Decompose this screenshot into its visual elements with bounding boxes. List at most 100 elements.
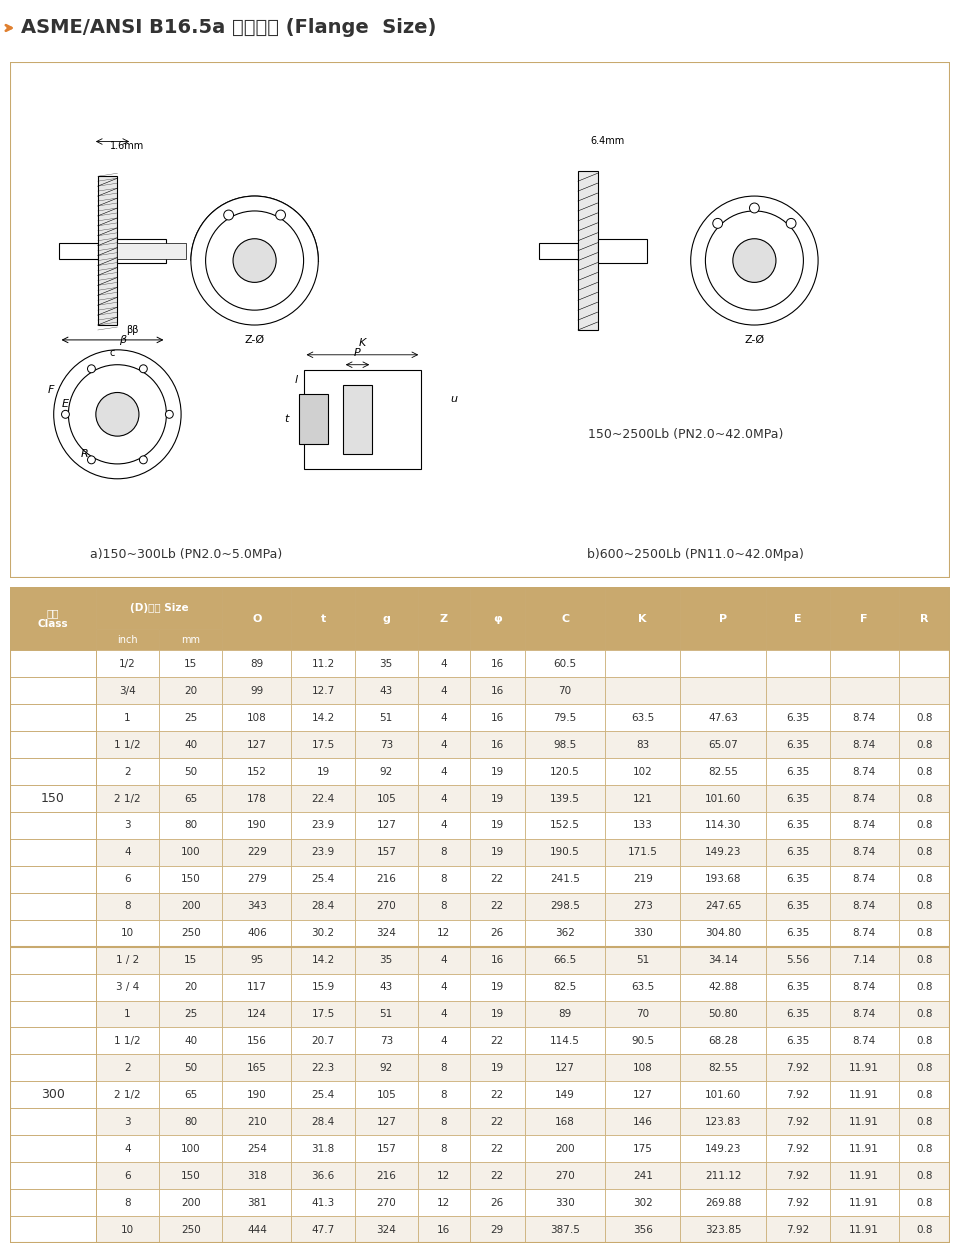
- Bar: [525, 892, 606, 920]
- Bar: [899, 1109, 950, 1135]
- Text: 8.74: 8.74: [852, 712, 876, 722]
- Text: 92: 92: [379, 1063, 393, 1073]
- Text: 4: 4: [441, 686, 447, 696]
- Circle shape: [786, 219, 796, 229]
- Bar: [10, 1109, 96, 1135]
- Text: l: l: [294, 374, 298, 384]
- Text: 324: 324: [376, 1224, 396, 1234]
- Text: O: O: [252, 614, 261, 624]
- Bar: [525, 866, 606, 892]
- Text: 324: 324: [376, 929, 396, 938]
- Text: 100: 100: [180, 848, 201, 858]
- Text: Z-Ø: Z-Ø: [744, 334, 764, 346]
- Bar: [159, 731, 223, 758]
- Text: 8.74: 8.74: [852, 793, 876, 803]
- Bar: [292, 1028, 354, 1054]
- Text: R: R: [81, 449, 88, 459]
- Bar: [680, 650, 766, 677]
- Bar: [223, 1135, 292, 1162]
- Bar: [680, 973, 766, 1001]
- Bar: [354, 947, 418, 973]
- Bar: [606, 812, 680, 839]
- Bar: [469, 1162, 525, 1190]
- Bar: [159, 1216, 223, 1243]
- Text: 8: 8: [441, 1090, 447, 1100]
- Text: 4: 4: [441, 767, 447, 777]
- Text: 8.74: 8.74: [852, 874, 876, 884]
- Text: 150: 150: [180, 874, 201, 884]
- Text: 22: 22: [491, 874, 504, 884]
- Text: 152.5: 152.5: [550, 820, 580, 830]
- Bar: [418, 1109, 469, 1135]
- Text: 6.35: 6.35: [786, 982, 809, 992]
- Text: 19: 19: [491, 982, 504, 992]
- Text: 216: 216: [376, 874, 396, 884]
- Text: 0.8: 0.8: [916, 874, 933, 884]
- Bar: [606, 1190, 680, 1216]
- Bar: [418, 786, 469, 812]
- Text: 8.74: 8.74: [852, 982, 876, 992]
- Text: 36.6: 36.6: [311, 1171, 335, 1181]
- Text: 149.23: 149.23: [705, 1144, 741, 1154]
- Bar: [829, 1109, 899, 1135]
- Bar: [829, 947, 899, 973]
- Text: g: g: [382, 614, 390, 624]
- Bar: [829, 1028, 899, 1054]
- Bar: [10, 1054, 96, 1081]
- Bar: [606, 1001, 680, 1028]
- Text: 23.9: 23.9: [311, 848, 335, 858]
- Text: 22.4: 22.4: [311, 793, 335, 803]
- Bar: [469, 587, 525, 650]
- Bar: [354, 1081, 418, 1109]
- Bar: [10, 1081, 96, 1109]
- Text: 150: 150: [40, 792, 64, 805]
- Bar: [96, 920, 159, 947]
- Text: E: E: [61, 399, 68, 409]
- Bar: [606, 1081, 680, 1109]
- Bar: [96, 892, 159, 920]
- Text: 108: 108: [633, 1063, 653, 1073]
- Text: C: C: [561, 614, 569, 624]
- Text: ASME/ANSI B16.5a 法兰尺寸 (Flange  Size): ASME/ANSI B16.5a 法兰尺寸 (Flange Size): [21, 19, 437, 37]
- Text: 7.92: 7.92: [786, 1144, 809, 1154]
- Bar: [469, 1054, 525, 1081]
- Text: 6.35: 6.35: [786, 767, 809, 777]
- Bar: [159, 650, 223, 677]
- Bar: [96, 1162, 159, 1190]
- Bar: [292, 758, 354, 786]
- Bar: [680, 866, 766, 892]
- Text: 7.92: 7.92: [786, 1116, 809, 1126]
- Text: 82.55: 82.55: [708, 767, 738, 777]
- Bar: [292, 1135, 354, 1162]
- Bar: [766, 1190, 829, 1216]
- Bar: [10, 1216, 96, 1243]
- Text: 150: 150: [180, 1171, 201, 1181]
- Text: K: K: [638, 614, 647, 624]
- Circle shape: [750, 203, 759, 213]
- Bar: [766, 786, 829, 812]
- Bar: [96, 677, 159, 705]
- Bar: [10, 947, 96, 973]
- Text: 12: 12: [437, 1171, 450, 1181]
- Text: 165: 165: [247, 1063, 267, 1073]
- Bar: [10, 920, 96, 947]
- Text: 22: 22: [491, 1144, 504, 1154]
- Text: 114.5: 114.5: [550, 1035, 580, 1045]
- Text: 250: 250: [180, 1224, 201, 1234]
- Text: 1.6mm: 1.6mm: [110, 142, 144, 152]
- Bar: [469, 839, 525, 866]
- Bar: [829, 1054, 899, 1081]
- Bar: [680, 1216, 766, 1243]
- Bar: [469, 812, 525, 839]
- Text: 8: 8: [124, 901, 131, 911]
- Bar: [606, 1135, 680, 1162]
- Text: 20: 20: [184, 686, 198, 696]
- Text: 216: 216: [376, 1171, 396, 1181]
- Bar: [469, 1109, 525, 1135]
- Bar: [469, 786, 525, 812]
- Text: 26: 26: [491, 929, 504, 938]
- Bar: [10, 1028, 96, 1054]
- Text: 6.4mm: 6.4mm: [590, 137, 625, 147]
- Text: 8: 8: [441, 874, 447, 884]
- Circle shape: [706, 211, 804, 311]
